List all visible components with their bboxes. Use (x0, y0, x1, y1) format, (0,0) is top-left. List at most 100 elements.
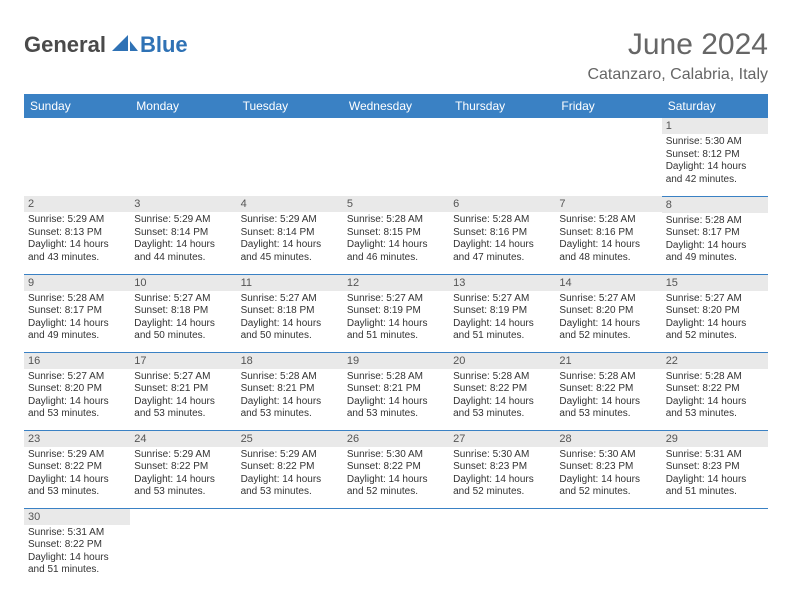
day-details: Sunrise: 5:31 AMSunset: 8:22 PMDaylight:… (24, 525, 130, 581)
day-number: 2 (24, 196, 130, 212)
day-details: Sunrise: 5:28 AMSunset: 8:21 PMDaylight:… (237, 369, 343, 425)
day-details: Sunrise: 5:30 AMSunset: 8:12 PMDaylight:… (662, 134, 768, 190)
day-number: 25 (237, 431, 343, 447)
weekday-header: Thursday (449, 94, 555, 118)
calendar-empty-cell (555, 508, 661, 586)
calendar-empty-cell (449, 508, 555, 586)
day-details: Sunrise: 5:28 AMSunset: 8:22 PMDaylight:… (555, 369, 661, 425)
day-number: 17 (130, 353, 236, 369)
calendar-empty-cell (237, 508, 343, 586)
weekday-header: Friday (555, 94, 661, 118)
calendar-day-cell: 18Sunrise: 5:28 AMSunset: 8:21 PMDayligh… (237, 352, 343, 430)
calendar-day-cell: 14Sunrise: 5:27 AMSunset: 8:20 PMDayligh… (555, 274, 661, 352)
day-number: 26 (343, 431, 449, 447)
calendar-week-row: 9Sunrise: 5:28 AMSunset: 8:17 PMDaylight… (24, 274, 768, 352)
calendar-empty-cell (130, 118, 236, 196)
calendar-day-cell: 1Sunrise: 5:30 AMSunset: 8:12 PMDaylight… (662, 118, 768, 196)
header: General Blue June 2024 Catanzaro, Calabr… (24, 28, 768, 84)
day-number: 10 (130, 275, 236, 291)
calendar-day-cell: 4Sunrise: 5:29 AMSunset: 8:14 PMDaylight… (237, 196, 343, 274)
title-block: June 2024 Catanzaro, Calabria, Italy (587, 28, 768, 84)
day-number: 9 (24, 275, 130, 291)
day-details: Sunrise: 5:28 AMSunset: 8:21 PMDaylight:… (343, 369, 449, 425)
day-details: Sunrise: 5:28 AMSunset: 8:15 PMDaylight:… (343, 212, 449, 268)
calendar-day-cell: 7Sunrise: 5:28 AMSunset: 8:16 PMDaylight… (555, 196, 661, 274)
calendar-empty-cell (343, 508, 449, 586)
day-number: 12 (343, 275, 449, 291)
location: Catanzaro, Calabria, Italy (587, 66, 768, 84)
day-number: 15 (662, 275, 768, 291)
day-details: Sunrise: 5:29 AMSunset: 8:13 PMDaylight:… (24, 212, 130, 268)
calendar-empty-cell (130, 508, 236, 586)
day-number: 6 (449, 196, 555, 212)
day-details: Sunrise: 5:30 AMSunset: 8:22 PMDaylight:… (343, 447, 449, 503)
day-number: 11 (237, 275, 343, 291)
calendar-empty-cell (24, 118, 130, 196)
day-number: 16 (24, 353, 130, 369)
calendar-day-cell: 30Sunrise: 5:31 AMSunset: 8:22 PMDayligh… (24, 508, 130, 586)
day-details: Sunrise: 5:30 AMSunset: 8:23 PMDaylight:… (449, 447, 555, 503)
calendar-week-row: 1Sunrise: 5:30 AMSunset: 8:12 PMDaylight… (24, 118, 768, 196)
weekday-header: Tuesday (237, 94, 343, 118)
day-number: 21 (555, 353, 661, 369)
calendar-day-cell: 20Sunrise: 5:28 AMSunset: 8:22 PMDayligh… (449, 352, 555, 430)
day-details: Sunrise: 5:27 AMSunset: 8:19 PMDaylight:… (343, 291, 449, 347)
day-details: Sunrise: 5:28 AMSunset: 8:17 PMDaylight:… (662, 213, 768, 269)
calendar-week-row: 30Sunrise: 5:31 AMSunset: 8:22 PMDayligh… (24, 508, 768, 586)
calendar-day-cell: 26Sunrise: 5:30 AMSunset: 8:22 PMDayligh… (343, 430, 449, 508)
calendar-day-cell: 21Sunrise: 5:28 AMSunset: 8:22 PMDayligh… (555, 352, 661, 430)
day-number: 28 (555, 431, 661, 447)
day-number: 22 (662, 353, 768, 369)
calendar-empty-cell (555, 118, 661, 196)
day-details: Sunrise: 5:28 AMSunset: 8:17 PMDaylight:… (24, 291, 130, 347)
day-number: 19 (343, 353, 449, 369)
calendar-empty-cell (343, 118, 449, 196)
day-number: 14 (555, 275, 661, 291)
weekday-header: Monday (130, 94, 236, 118)
day-number: 13 (449, 275, 555, 291)
day-details: Sunrise: 5:27 AMSunset: 8:20 PMDaylight:… (662, 291, 768, 347)
calendar-day-cell: 25Sunrise: 5:29 AMSunset: 8:22 PMDayligh… (237, 430, 343, 508)
day-details: Sunrise: 5:29 AMSunset: 8:22 PMDaylight:… (237, 447, 343, 503)
calendar-day-cell: 5Sunrise: 5:28 AMSunset: 8:15 PMDaylight… (343, 196, 449, 274)
day-number: 8 (662, 197, 768, 213)
day-number: 4 (237, 196, 343, 212)
calendar-week-row: 23Sunrise: 5:29 AMSunset: 8:22 PMDayligh… (24, 430, 768, 508)
calendar-day-cell: 22Sunrise: 5:28 AMSunset: 8:22 PMDayligh… (662, 352, 768, 430)
calendar-day-cell: 17Sunrise: 5:27 AMSunset: 8:21 PMDayligh… (130, 352, 236, 430)
day-details: Sunrise: 5:27 AMSunset: 8:18 PMDaylight:… (130, 291, 236, 347)
calendar-day-cell: 29Sunrise: 5:31 AMSunset: 8:23 PMDayligh… (662, 430, 768, 508)
day-details: Sunrise: 5:28 AMSunset: 8:16 PMDaylight:… (555, 212, 661, 268)
day-details: Sunrise: 5:27 AMSunset: 8:20 PMDaylight:… (555, 291, 661, 347)
day-details: Sunrise: 5:29 AMSunset: 8:14 PMDaylight:… (237, 212, 343, 268)
day-number: 20 (449, 353, 555, 369)
day-details: Sunrise: 5:28 AMSunset: 8:22 PMDaylight:… (662, 369, 768, 425)
day-number: 18 (237, 353, 343, 369)
day-number: 27 (449, 431, 555, 447)
calendar-day-cell: 9Sunrise: 5:28 AMSunset: 8:17 PMDaylight… (24, 274, 130, 352)
day-details: Sunrise: 5:29 AMSunset: 8:14 PMDaylight:… (130, 212, 236, 268)
day-details: Sunrise: 5:27 AMSunset: 8:19 PMDaylight:… (449, 291, 555, 347)
calendar-empty-cell (662, 508, 768, 586)
calendar-day-cell: 23Sunrise: 5:29 AMSunset: 8:22 PMDayligh… (24, 430, 130, 508)
logo-text-dark: General (24, 32, 106, 58)
day-number: 5 (343, 196, 449, 212)
day-details: Sunrise: 5:31 AMSunset: 8:23 PMDaylight:… (662, 447, 768, 503)
weekday-header: Sunday (24, 94, 130, 118)
day-details: Sunrise: 5:30 AMSunset: 8:23 PMDaylight:… (555, 447, 661, 503)
calendar-day-cell: 15Sunrise: 5:27 AMSunset: 8:20 PMDayligh… (662, 274, 768, 352)
calendar-day-cell: 16Sunrise: 5:27 AMSunset: 8:20 PMDayligh… (24, 352, 130, 430)
calendar-day-cell: 24Sunrise: 5:29 AMSunset: 8:22 PMDayligh… (130, 430, 236, 508)
calendar-day-cell: 13Sunrise: 5:27 AMSunset: 8:19 PMDayligh… (449, 274, 555, 352)
day-number: 30 (24, 509, 130, 525)
calendar-day-cell: 6Sunrise: 5:28 AMSunset: 8:16 PMDaylight… (449, 196, 555, 274)
logo-text-blue: Blue (140, 32, 188, 58)
calendar-day-cell: 3Sunrise: 5:29 AMSunset: 8:14 PMDaylight… (130, 196, 236, 274)
day-number: 7 (555, 196, 661, 212)
day-number: 1 (662, 118, 768, 134)
logo: General Blue (24, 28, 188, 58)
calendar-day-cell: 12Sunrise: 5:27 AMSunset: 8:19 PMDayligh… (343, 274, 449, 352)
calendar-day-cell: 8Sunrise: 5:28 AMSunset: 8:17 PMDaylight… (662, 196, 768, 274)
month-title: June 2024 (587, 28, 768, 62)
weekday-header: Saturday (662, 94, 768, 118)
